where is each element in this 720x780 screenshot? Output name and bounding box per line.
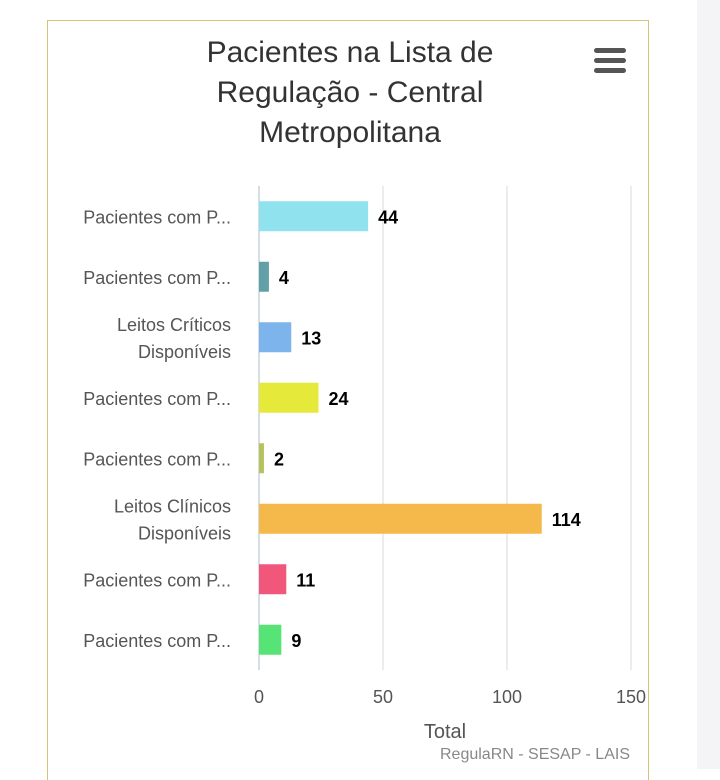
x-tick-label: 0 (254, 687, 264, 707)
bar[interactable] (259, 261, 269, 292)
category-label: Pacientes com P... (83, 570, 231, 590)
category-label: Pacientes com P... (83, 631, 231, 651)
bar[interactable] (259, 503, 542, 534)
category-label: Disponíveis (138, 523, 231, 543)
data-label: 24 (329, 389, 349, 409)
category-label: Pacientes com P... (83, 268, 231, 288)
hamburger-menu-icon[interactable] (592, 46, 628, 76)
data-label: 44 (378, 207, 398, 227)
category-label: Pacientes com P... (83, 389, 231, 409)
data-label: 11 (296, 570, 315, 590)
data-label: 13 (301, 328, 321, 348)
bar[interactable] (259, 201, 369, 232)
data-label: 9 (291, 631, 301, 651)
bar[interactable] (259, 322, 292, 353)
category-label: Leitos Críticos (117, 315, 231, 335)
x-tick-label: 50 (373, 687, 393, 707)
chart-title-line-2: Regulação - Central (216, 76, 484, 109)
data-label: 4 (279, 268, 289, 288)
chart-title-line-1: Pacientes na Lista de (206, 36, 494, 69)
x-axis-title: Total (424, 721, 466, 743)
bar[interactable] (259, 564, 287, 595)
x-tick-label: 100 (492, 687, 522, 707)
category-label: Pacientes com P... (83, 449, 231, 469)
credits[interactable]: RegulaRN - SESAP - LAIS (439, 746, 630, 763)
chart-card (47, 20, 649, 780)
category-label: Leitos Clínicos (114, 496, 231, 516)
category-label: Pacientes com P... (83, 207, 231, 227)
chart-title-line-3: Metropolitana (259, 116, 441, 149)
category-label: Disponíveis (138, 342, 231, 362)
bar[interactable] (259, 624, 282, 655)
bar[interactable] (259, 382, 319, 413)
bar[interactable] (259, 443, 264, 474)
x-tick-label: 150 (616, 687, 646, 707)
data-label: 2 (274, 449, 284, 469)
data-label: 114 (552, 510, 581, 530)
scrollbar-track (697, 0, 720, 769)
